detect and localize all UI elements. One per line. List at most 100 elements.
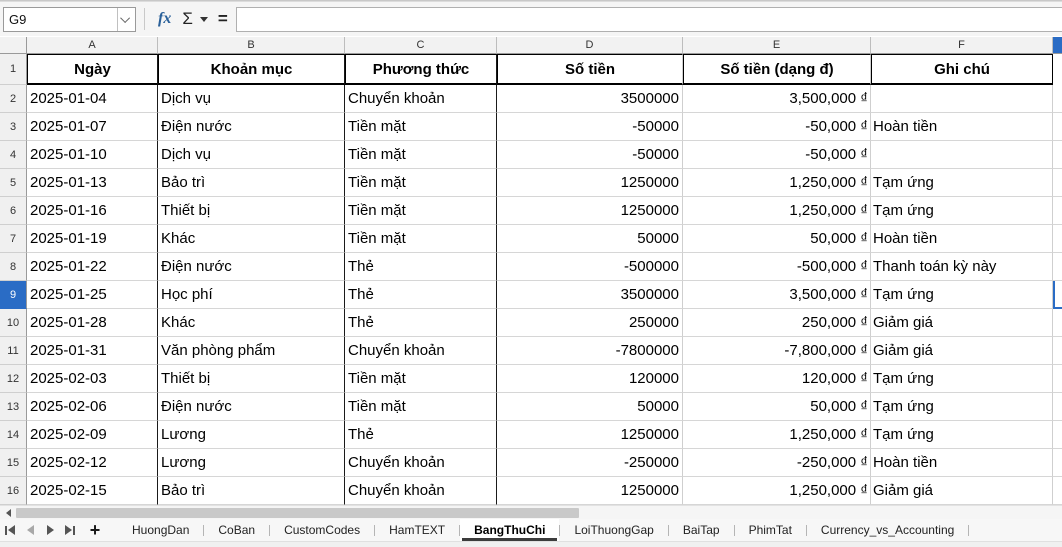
cell[interactable]: 2025-01-28 bbox=[27, 309, 158, 337]
cell[interactable]: 1250000 bbox=[497, 169, 683, 197]
cell[interactable]: Khác bbox=[158, 309, 345, 337]
column-header-b[interactable]: B bbox=[158, 37, 345, 54]
cell[interactable]: 2025-01-22 bbox=[27, 253, 158, 281]
cell[interactable]: 2025-01-25 bbox=[27, 281, 158, 309]
cell[interactable] bbox=[1053, 113, 1062, 141]
cell[interactable]: Hoàn tiền bbox=[871, 225, 1053, 253]
row-header-16[interactable]: 16 bbox=[0, 477, 27, 505]
cell[interactable]: 250,000 ₫ bbox=[683, 309, 871, 337]
column-header-a[interactable]: A bbox=[27, 37, 158, 54]
next-sheet-button[interactable] bbox=[40, 519, 60, 541]
cell[interactable]: 1,250,000 ₫ bbox=[683, 169, 871, 197]
header-cell[interactable]: Ghi chú bbox=[871, 54, 1053, 85]
cell[interactable]: Giảm giá bbox=[871, 309, 1053, 337]
cell[interactable]: 2025-02-12 bbox=[27, 449, 158, 477]
cell[interactable] bbox=[1053, 54, 1062, 85]
cell[interactable]: Tạm ứng bbox=[871, 197, 1053, 225]
cell[interactable]: Điện nước bbox=[158, 393, 345, 421]
cell[interactable]: Thiết bị bbox=[158, 365, 345, 393]
cell[interactable]: Dịch vụ bbox=[158, 141, 345, 169]
cell[interactable]: 2025-01-31 bbox=[27, 337, 158, 365]
cell[interactable]: 120,000 ₫ bbox=[683, 365, 871, 393]
row-header-1[interactable]: 1 bbox=[0, 54, 27, 85]
cell[interactable]: Dịch vụ bbox=[158, 85, 345, 113]
cell[interactable] bbox=[1053, 365, 1062, 393]
cell[interactable]: 1,250,000 ₫ bbox=[683, 197, 871, 225]
cell[interactable]: Tạm ứng bbox=[871, 393, 1053, 421]
row-header-3[interactable]: 3 bbox=[0, 113, 27, 141]
cell[interactable]: Điện nước bbox=[158, 253, 345, 281]
cell[interactable]: Thẻ bbox=[345, 309, 497, 337]
sheet-tab-coban[interactable]: CoBan bbox=[218, 523, 256, 537]
cell[interactable]: Tiền mặt bbox=[345, 197, 497, 225]
cell[interactable]: Thẻ bbox=[345, 421, 497, 449]
cell[interactable]: 2025-01-07 bbox=[27, 113, 158, 141]
row-header-11[interactable]: 11 bbox=[0, 337, 27, 365]
last-sheet-button[interactable] bbox=[60, 519, 80, 541]
header-cell[interactable]: Số tiền (dạng đ) bbox=[683, 54, 871, 85]
sheet-tab-huongdan[interactable]: HuongDan bbox=[132, 523, 190, 537]
cell[interactable]: 3500000 bbox=[497, 281, 683, 309]
cell[interactable]: Giảm giá bbox=[871, 337, 1053, 365]
cell[interactable]: 3,500,000 ₫ bbox=[683, 85, 871, 113]
cell[interactable]: Tạm ứng bbox=[871, 365, 1053, 393]
selected-cell-g9-edge[interactable] bbox=[1053, 281, 1062, 309]
cell[interactable]: Thẻ bbox=[345, 253, 497, 281]
cell[interactable] bbox=[1053, 449, 1062, 477]
cell[interactable]: -50,000 ₫ bbox=[683, 141, 871, 169]
cell[interactable]: -7,800,000 ₫ bbox=[683, 337, 871, 365]
column-header-c[interactable]: C bbox=[345, 37, 497, 54]
cell[interactable]: 50,000 ₫ bbox=[683, 225, 871, 253]
cell[interactable]: Bảo trì bbox=[158, 169, 345, 197]
cell[interactable]: Hoàn tiền bbox=[871, 113, 1053, 141]
header-cell[interactable]: Ngày bbox=[27, 54, 158, 85]
cell[interactable] bbox=[871, 85, 1053, 113]
cell[interactable]: 2025-01-04 bbox=[27, 85, 158, 113]
sheet-tab-loithuonggap[interactable]: LoiThuongGap bbox=[574, 523, 654, 537]
cell[interactable]: Chuyển khoản bbox=[345, 337, 497, 365]
cell[interactable]: Thanh toán kỳ này bbox=[871, 253, 1053, 281]
cell[interactable] bbox=[1053, 393, 1062, 421]
cell[interactable]: Giảm giá bbox=[871, 477, 1053, 505]
cell[interactable]: Lương bbox=[158, 449, 345, 477]
cell[interactable]: 1250000 bbox=[497, 421, 683, 449]
formula-input[interactable] bbox=[235, 6, 1062, 32]
row-header-10[interactable]: 10 bbox=[0, 309, 27, 337]
cell[interactable] bbox=[1053, 85, 1062, 113]
cell[interactable] bbox=[1053, 225, 1062, 253]
cell[interactable]: Tiền mặt bbox=[345, 225, 497, 253]
cell[interactable]: 50000 bbox=[497, 393, 683, 421]
cell[interactable] bbox=[1053, 169, 1062, 197]
cell[interactable]: Tiền mặt bbox=[345, 393, 497, 421]
column-header-f[interactable]: F bbox=[871, 37, 1053, 54]
cell[interactable]: 50000 bbox=[497, 225, 683, 253]
equals-icon[interactable]: = bbox=[217, 9, 228, 28]
cell[interactable]: -500000 bbox=[497, 253, 683, 281]
row-header-9[interactable]: 9 bbox=[0, 281, 27, 309]
row-header-5[interactable]: 5 bbox=[0, 169, 27, 197]
sheet-tab-customcodes[interactable]: CustomCodes bbox=[284, 523, 361, 537]
cell[interactable]: 2025-01-10 bbox=[27, 141, 158, 169]
cell[interactable]: Lương bbox=[158, 421, 345, 449]
row-header-13[interactable]: 13 bbox=[0, 393, 27, 421]
header-cell[interactable]: Số tiền bbox=[497, 54, 683, 85]
horizontal-scrollbar-thumb[interactable] bbox=[16, 507, 579, 518]
cell[interactable]: Tiền mặt bbox=[345, 113, 497, 141]
cell[interactable]: 1250000 bbox=[497, 197, 683, 225]
sheet-tab-bangthuchi[interactable]: BangThuChi bbox=[460, 519, 560, 541]
sheet-tab-phimtat[interactable]: PhimTat bbox=[748, 523, 792, 537]
cell[interactable]: 2025-01-16 bbox=[27, 197, 158, 225]
cell[interactable]: 2025-02-06 bbox=[27, 393, 158, 421]
function-wizard-icon[interactable]: fx bbox=[158, 10, 172, 27]
cell[interactable] bbox=[1053, 421, 1062, 449]
cell[interactable]: Tiền mặt bbox=[345, 141, 497, 169]
cell[interactable]: 3500000 bbox=[497, 85, 683, 113]
row-header-12[interactable]: 12 bbox=[0, 365, 27, 393]
cell[interactable]: Thẻ bbox=[345, 281, 497, 309]
first-sheet-button[interactable] bbox=[0, 519, 20, 541]
cell[interactable] bbox=[871, 141, 1053, 169]
cell[interactable] bbox=[1053, 477, 1062, 505]
row-header-8[interactable]: 8 bbox=[0, 253, 27, 281]
sheet-tab-baitap[interactable]: BaiTap bbox=[682, 523, 720, 537]
cell[interactable]: -500,000 ₫ bbox=[683, 253, 871, 281]
